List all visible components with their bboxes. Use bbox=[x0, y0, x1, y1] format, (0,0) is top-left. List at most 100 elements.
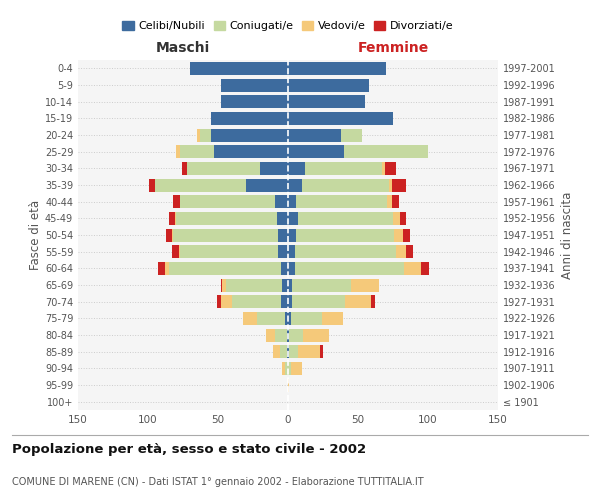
Bar bbox=[304, 328, 329, 342]
Bar bbox=[180, 195, 275, 208]
Bar bbox=[232, 295, 281, 308]
Bar bbox=[344, 145, 428, 158]
Bar bbox=[169, 262, 281, 275]
Bar bbox=[288, 128, 341, 141]
Bar bbox=[288, 95, 365, 108]
Bar bbox=[388, 195, 392, 208]
Bar bbox=[260, 162, 288, 175]
Bar bbox=[287, 345, 288, 358]
Bar bbox=[166, 228, 172, 241]
Bar bbox=[172, 245, 179, 258]
Bar bbox=[221, 278, 222, 291]
Bar bbox=[288, 195, 296, 208]
Bar bbox=[288, 78, 369, 92]
Bar bbox=[292, 295, 346, 308]
Bar bbox=[149, 178, 155, 192]
Bar bbox=[295, 262, 404, 275]
Bar bbox=[266, 328, 275, 342]
Bar bbox=[341, 128, 362, 141]
Bar bbox=[180, 245, 278, 258]
Bar bbox=[320, 345, 323, 358]
Bar bbox=[289, 328, 304, 342]
Bar bbox=[288, 62, 386, 75]
Bar bbox=[295, 245, 396, 258]
Bar bbox=[172, 228, 173, 241]
Bar bbox=[246, 178, 288, 192]
Bar bbox=[221, 95, 288, 108]
Bar bbox=[275, 195, 288, 208]
Bar bbox=[287, 328, 288, 342]
Bar bbox=[165, 262, 169, 275]
Bar bbox=[197, 128, 200, 141]
Bar bbox=[288, 212, 298, 225]
Y-axis label: Fasce di età: Fasce di età bbox=[29, 200, 42, 270]
Bar bbox=[221, 295, 232, 308]
Text: Popolazione per età, sesso e stato civile - 2002: Popolazione per età, sesso e stato civil… bbox=[12, 442, 366, 456]
Bar bbox=[211, 128, 288, 141]
Bar bbox=[278, 245, 288, 258]
Bar bbox=[285, 362, 288, 375]
Bar bbox=[292, 278, 351, 291]
Bar bbox=[289, 345, 298, 358]
Bar bbox=[187, 162, 260, 175]
Bar bbox=[272, 345, 280, 358]
Y-axis label: Anni di nascita: Anni di nascita bbox=[561, 192, 574, 278]
Bar bbox=[283, 362, 285, 375]
Bar bbox=[404, 262, 421, 275]
Bar bbox=[291, 312, 322, 325]
Bar bbox=[173, 228, 278, 241]
Bar bbox=[211, 112, 288, 125]
Bar bbox=[288, 312, 291, 325]
Bar bbox=[243, 312, 257, 325]
Bar bbox=[214, 145, 288, 158]
Bar bbox=[288, 295, 292, 308]
Bar bbox=[155, 178, 246, 192]
Bar bbox=[281, 262, 288, 275]
Bar bbox=[288, 145, 344, 158]
Bar bbox=[278, 228, 288, 241]
Bar bbox=[288, 262, 295, 275]
Bar bbox=[288, 362, 291, 375]
Bar bbox=[403, 228, 410, 241]
Bar bbox=[322, 312, 343, 325]
Bar bbox=[281, 295, 288, 308]
Bar bbox=[302, 178, 389, 192]
Bar bbox=[296, 228, 394, 241]
Bar bbox=[288, 378, 289, 392]
Bar bbox=[180, 145, 214, 158]
Text: Femmine: Femmine bbox=[358, 41, 428, 55]
Bar bbox=[288, 345, 289, 358]
Text: Maschi: Maschi bbox=[156, 41, 210, 55]
Bar bbox=[175, 212, 176, 225]
Bar bbox=[288, 245, 295, 258]
Bar bbox=[371, 295, 375, 308]
Bar bbox=[176, 145, 180, 158]
Bar bbox=[400, 212, 406, 225]
Bar bbox=[217, 295, 221, 308]
Bar bbox=[200, 128, 211, 141]
Bar bbox=[296, 195, 388, 208]
Bar bbox=[288, 178, 302, 192]
Bar bbox=[288, 278, 292, 291]
Text: COMUNE DI MARENE (CN) - Dati ISTAT 1° gennaio 2002 - Elaborazione TUTTITALIA.IT: COMUNE DI MARENE (CN) - Dati ISTAT 1° ge… bbox=[12, 477, 424, 487]
Bar bbox=[222, 278, 226, 291]
Bar bbox=[182, 162, 187, 175]
Bar bbox=[277, 212, 288, 225]
Bar bbox=[394, 228, 403, 241]
Bar bbox=[385, 162, 396, 175]
Bar bbox=[173, 195, 180, 208]
Bar bbox=[392, 178, 406, 192]
Bar bbox=[257, 312, 285, 325]
Bar bbox=[285, 312, 288, 325]
Bar bbox=[176, 212, 277, 225]
Bar bbox=[389, 178, 392, 192]
Bar bbox=[392, 195, 398, 208]
Bar bbox=[283, 278, 288, 291]
Bar bbox=[351, 278, 379, 291]
Bar bbox=[305, 162, 382, 175]
Bar bbox=[190, 62, 288, 75]
Bar bbox=[298, 212, 393, 225]
Bar bbox=[288, 162, 305, 175]
Bar bbox=[291, 362, 302, 375]
Bar bbox=[288, 112, 393, 125]
